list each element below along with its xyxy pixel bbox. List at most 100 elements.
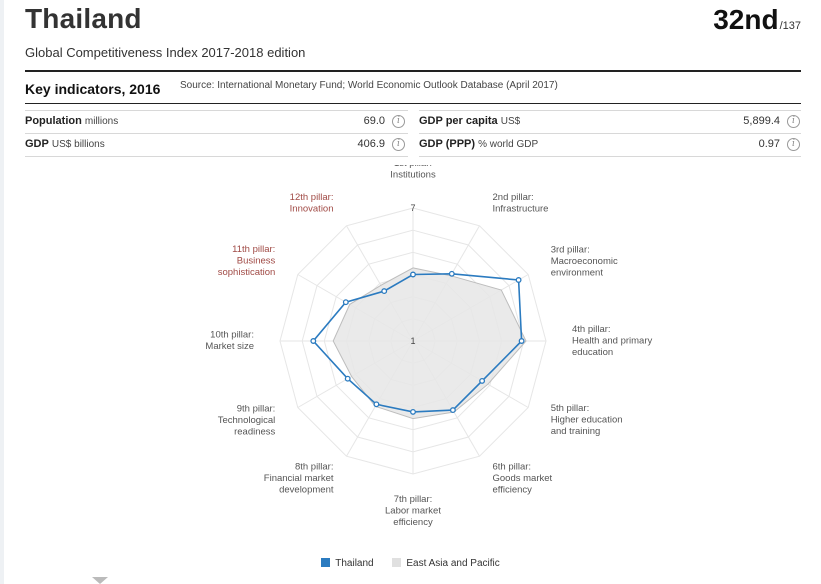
axis-label-line: Technological bbox=[218, 415, 276, 426]
axis-label-line: development bbox=[279, 484, 334, 495]
axis-label-pillar-9: 9th pillar: Technological readiness bbox=[218, 403, 276, 437]
indicator-unit: US$ bbox=[500, 116, 521, 127]
indicator-population: Population millions 69.0 i bbox=[25, 115, 408, 137]
axis-label-pillar-6: 6th pillar: Goods market efficiency bbox=[493, 461, 553, 495]
axis-label-line: Macroeconomic bbox=[551, 256, 618, 267]
indicator-name: GDP per capita bbox=[419, 115, 498, 127]
legend-item-thailand[interactable]: Thailand bbox=[321, 558, 374, 569]
axis-label-pillar-2: 2nd pillar: Infrastructure bbox=[493, 192, 549, 215]
country-title: Thailand bbox=[25, 3, 142, 34]
axis-label-pillar-11: 11th pillar: Business sophistication bbox=[218, 244, 276, 278]
indicator-gdp: GDP US$ billions 406.9 i bbox=[25, 138, 408, 160]
data-point-thailand[interactable] bbox=[518, 338, 525, 344]
data-point-thailand[interactable] bbox=[381, 288, 388, 295]
axis-label-line: 12th pillar: bbox=[290, 192, 334, 203]
legend-swatch-region bbox=[392, 558, 402, 567]
key-indicators-title: Key indicators, 2016 bbox=[25, 81, 161, 97]
info-icon[interactable]: i bbox=[392, 115, 405, 128]
data-point-thailand[interactable] bbox=[344, 375, 351, 382]
scroll-down-icon[interactable] bbox=[92, 577, 108, 584]
data-point-thailand[interactable] bbox=[448, 270, 455, 277]
key-indicators-source: Source: International Monetary Fund; Wor… bbox=[180, 80, 558, 91]
axis-label-line: environment bbox=[551, 267, 604, 278]
info-icon[interactable]: i bbox=[787, 138, 800, 151]
tick-label-max: 7 bbox=[410, 203, 415, 213]
axis-label-line: Innovation bbox=[290, 203, 334, 214]
axis-label-line: 2nd pillar: bbox=[493, 192, 534, 203]
radar-chart: 1 7 1st pillar:Institutions 2nd pillar:Infr… bbox=[205, 165, 653, 528]
legend-item-region[interactable]: East Asia and Pacific bbox=[392, 558, 500, 569]
axis-label-pillar-1: 1st pillar:Institutions bbox=[390, 165, 436, 181]
data-point-thailand[interactable] bbox=[410, 271, 416, 278]
axis-label-line: Market size bbox=[205, 341, 254, 352]
data-point-thailand[interactable] bbox=[373, 401, 380, 408]
axis-label-line: education bbox=[572, 347, 613, 358]
indicator-divider bbox=[25, 110, 408, 111]
indicator-gdp-per-capita: GDP per capita US$ 5,899.4 i bbox=[419, 115, 801, 137]
legend-label-thailand: Thailand bbox=[335, 558, 374, 569]
indicator-divider bbox=[419, 156, 801, 157]
axis-label-line: 10th pillar: bbox=[210, 330, 254, 341]
axis-label-line: sophistication bbox=[218, 267, 276, 278]
data-point-thailand[interactable] bbox=[342, 299, 349, 306]
axis-label-pillar-8: 8th pillar: Financial market development bbox=[264, 461, 334, 495]
edition-subtitle: Global Competitiveness Index 2017-2018 e… bbox=[25, 45, 306, 60]
axis-label-pillar-12: 12th pillar: Innovation bbox=[290, 192, 334, 215]
axis-label-line: 3rd pillar: bbox=[551, 244, 590, 255]
indicator-unit: US$ billions bbox=[51, 139, 105, 150]
axis-label-line: Labor market bbox=[385, 506, 441, 517]
axis-label-line: Institutions bbox=[390, 170, 436, 181]
info-icon[interactable]: i bbox=[787, 115, 800, 128]
legend-swatch-thailand bbox=[321, 558, 331, 567]
info-icon[interactable]: i bbox=[392, 138, 405, 151]
data-point-thailand[interactable] bbox=[515, 277, 522, 283]
axis-label-line: Goods market bbox=[493, 473, 553, 484]
axis-label-line: 9th pillar: bbox=[237, 403, 276, 414]
axis-label-line: Health and primary bbox=[572, 335, 653, 346]
axis-label-line: 7th pillar: bbox=[394, 494, 433, 505]
axis-label-line: 8th pillar: bbox=[295, 461, 334, 472]
rank-number: 32nd bbox=[713, 4, 779, 35]
data-point-thailand[interactable] bbox=[310, 338, 317, 344]
axis-label-line: Business bbox=[237, 256, 276, 267]
axis-label-line: 4th pillar: bbox=[572, 324, 611, 335]
indicator-value: 406.9 bbox=[357, 138, 385, 150]
data-point-thailand[interactable] bbox=[410, 408, 416, 415]
rank-display: 32nd/137 bbox=[713, 4, 801, 36]
axis-label-line: 5th pillar: bbox=[551, 403, 590, 414]
axis-label-pillar-7: 7th pillar: Labor market efficiency bbox=[385, 494, 441, 528]
indicator-value: 5,899.4 bbox=[743, 115, 780, 127]
axis-label-line: Infrastructure bbox=[493, 203, 549, 214]
axis-label-line: and training bbox=[551, 426, 601, 437]
axis-label-line: efficiency bbox=[493, 484, 533, 495]
axis-label-line: efficiency bbox=[393, 517, 433, 528]
axis-label-pillar-4: 4th pillar: Health and primary education bbox=[572, 324, 653, 358]
axis-label-line: 1st pillar: bbox=[394, 165, 432, 169]
header-divider bbox=[25, 70, 801, 72]
data-point-thailand[interactable] bbox=[479, 377, 486, 384]
rank-total: /137 bbox=[779, 20, 801, 32]
indicator-divider bbox=[25, 156, 408, 157]
axis-label-line: 11th pillar: bbox=[232, 244, 275, 255]
data-point-thailand[interactable] bbox=[449, 407, 456, 414]
axis-label-line: 6th pillar: bbox=[493, 461, 532, 472]
axis-label-pillar-5: 5th pillar: Higher education and training bbox=[551, 403, 623, 437]
chart-legend: Thailand East Asia and Pacific bbox=[0, 558, 821, 569]
left-edge-bar bbox=[0, 0, 4, 584]
axis-label-line: Higher education bbox=[551, 415, 623, 426]
tick-label-min: 1 bbox=[410, 336, 415, 346]
indicator-gdp-ppp: GDP (PPP) % world GDP 0.97 i bbox=[419, 138, 801, 160]
indicator-unit: millions bbox=[84, 116, 119, 127]
indicator-name: GDP (PPP) bbox=[419, 138, 476, 150]
key-indicators-divider bbox=[25, 103, 801, 104]
indicator-divider bbox=[25, 133, 408, 134]
axis-label-line: readiness bbox=[234, 426, 275, 437]
axis-label-pillar-10: 10th pillar: Market size bbox=[205, 330, 254, 353]
indicator-value: 0.97 bbox=[758, 138, 780, 150]
series-area-east-asia-pacific bbox=[332, 267, 527, 420]
indicator-name: Population bbox=[25, 115, 82, 127]
indicator-divider bbox=[419, 133, 801, 134]
indicator-name: GDP bbox=[25, 138, 49, 150]
indicator-unit: % world GDP bbox=[478, 139, 539, 150]
indicator-value: 69.0 bbox=[363, 115, 385, 127]
